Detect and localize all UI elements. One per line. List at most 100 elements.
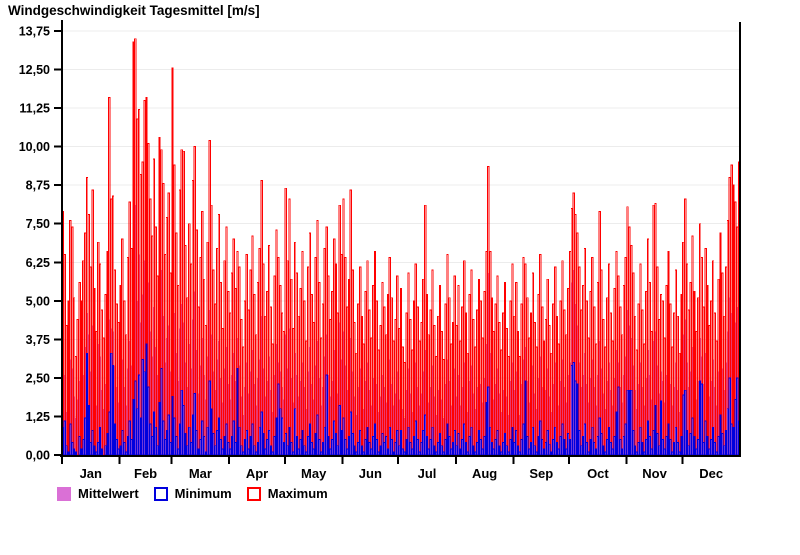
mean-bar <box>334 368 338 455</box>
mean-bar <box>396 371 399 455</box>
mean-bar <box>97 343 100 455</box>
mean-bar <box>609 390 612 455</box>
month-label: Jan <box>80 466 102 481</box>
mean-bar <box>412 384 416 455</box>
mean-bar <box>613 377 616 455</box>
mean-bar <box>630 337 633 455</box>
mean-bar <box>108 319 111 455</box>
mean-bar <box>74 418 77 455</box>
legend-label-mittelwert: Mittelwert <box>78 486 139 501</box>
mean-bar <box>455 396 458 455</box>
mean-bar <box>411 411 414 455</box>
mean-bar <box>368 390 371 455</box>
mean-bar <box>188 343 191 455</box>
mean-bar <box>466 411 469 455</box>
mean-bar <box>327 374 330 455</box>
mean-bar <box>119 380 122 455</box>
mean-bar <box>583 353 586 455</box>
mean-bar <box>450 405 453 455</box>
y-tick-label: 8,75 <box>26 179 50 193</box>
mean-bar <box>364 380 367 455</box>
mean-bar <box>446 359 449 455</box>
mean-bar <box>554 362 557 455</box>
mean-bar <box>713 387 716 455</box>
mean-bar <box>277 362 280 455</box>
mean-bar <box>474 408 477 455</box>
mean-bar <box>535 408 538 455</box>
mean-bar <box>697 380 700 455</box>
mean-bar <box>721 368 724 455</box>
mean-bar <box>435 414 438 455</box>
mean-bar <box>611 405 614 455</box>
mean-bar <box>99 356 102 455</box>
y-tick-label: 11,25 <box>19 102 50 116</box>
mean-bar <box>178 328 181 455</box>
mean-bar <box>606 380 609 455</box>
mean-bar <box>264 396 267 455</box>
mean-bar <box>736 306 739 455</box>
mean-bar <box>507 414 510 455</box>
mean-bar <box>167 325 170 455</box>
mean-bar <box>543 405 546 455</box>
mean-bar <box>399 377 403 455</box>
mean-bar <box>186 387 189 455</box>
mean-bar <box>552 384 555 455</box>
y-tick-label: 12,50 <box>19 63 50 77</box>
y-tick-label: 6,25 <box>26 256 50 270</box>
mean-bar <box>372 377 375 455</box>
mean-bar <box>684 319 687 455</box>
mean-bar <box>502 390 505 455</box>
mean-bar <box>689 371 692 455</box>
mean-bar <box>329 396 332 455</box>
mean-bar <box>110 328 113 455</box>
mean-bar <box>115 387 118 455</box>
mean-bar <box>641 387 644 455</box>
mean-bar <box>180 303 183 455</box>
mean-bar <box>503 371 507 455</box>
mean-bar <box>203 374 206 455</box>
mean-bar <box>126 368 129 455</box>
mean-bar <box>427 402 430 455</box>
mean-bar <box>645 377 648 455</box>
mean-bar <box>405 390 408 455</box>
mean-bar <box>73 396 76 455</box>
mean-bar <box>308 347 312 455</box>
mean-bar <box>496 368 499 455</box>
mean-bar <box>160 269 163 455</box>
mean-bar <box>453 368 456 455</box>
mean-bar <box>147 282 150 455</box>
mean-bar <box>596 374 599 455</box>
mean-bar <box>673 387 676 455</box>
mean-bar <box>197 393 200 455</box>
mean-bar <box>305 408 308 455</box>
mean-bar <box>132 263 135 455</box>
mean-bar <box>366 362 369 455</box>
mean-bar <box>303 387 306 455</box>
mean-bar <box>669 384 672 455</box>
mean-bar <box>576 325 579 455</box>
mean-bar <box>650 399 653 455</box>
mean-bar <box>240 396 243 455</box>
chart-legend: Mittelwert Minimum Maximum <box>57 486 328 501</box>
mean-bar <box>362 408 365 455</box>
mean-bar <box>217 340 220 455</box>
mean-bar <box>726 331 729 455</box>
mean-bar <box>331 380 334 455</box>
y-tick-label: 3,75 <box>26 333 50 347</box>
mean-bar <box>517 399 520 455</box>
month-label: May <box>301 466 327 481</box>
mean-bar <box>284 334 287 455</box>
mean-bar <box>712 359 715 455</box>
mean-bar <box>171 257 174 455</box>
mean-bar <box>472 393 475 455</box>
mean-bar <box>489 353 492 455</box>
mean-bar <box>429 387 432 455</box>
mean-bar <box>433 396 436 455</box>
mean-bar <box>500 411 503 455</box>
legend-item-mittelwert: Mittelwert <box>57 486 139 501</box>
month-label: Jun <box>359 466 382 481</box>
mean-bar <box>385 402 388 455</box>
mean-bar <box>69 359 72 455</box>
legend-item-maximum: Maximum <box>246 486 328 501</box>
mean-bar <box>424 350 427 455</box>
